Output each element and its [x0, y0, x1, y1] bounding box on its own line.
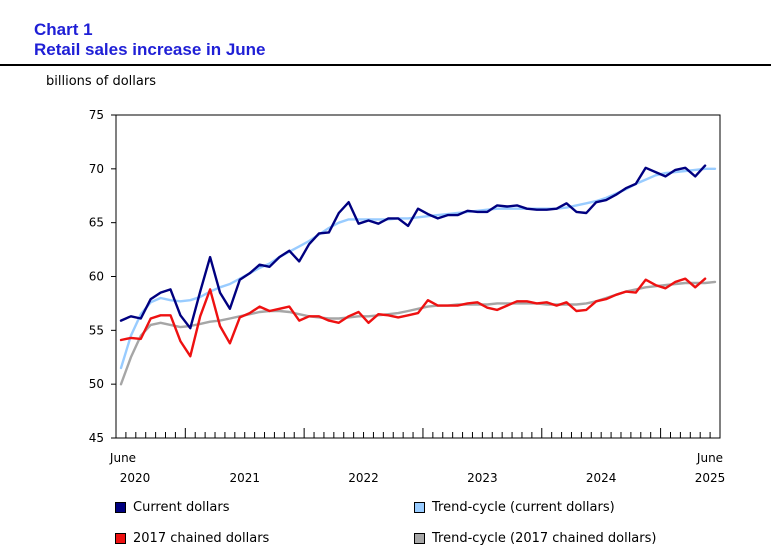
chart-subtitle: Retail sales increase in June: [34, 40, 266, 59]
y-tick-label-45: 45: [89, 431, 104, 445]
y-tick-label-75: 75: [89, 108, 104, 122]
series-line-current-dollars: [119, 164, 707, 330]
y-tick-label-70: 70: [89, 162, 104, 176]
legend-item-chained-dollars: 2017 chained dollars: [115, 531, 269, 546]
series-line-2017-chained-dollars: [119, 277, 707, 358]
legend-label-current-dollars: Current dollars: [133, 500, 230, 515]
series-line-trend-cycle-2017-chained-dollars: [119, 280, 717, 386]
legend-item-trend-chained: Trend-cycle (2017 chained dollars): [414, 531, 656, 546]
legend-item-current-dollars: Current dollars: [115, 500, 229, 515]
legend-swatch-current-dollars: [115, 502, 126, 513]
x-label-year-2023: 2023: [467, 471, 498, 485]
x-label-start-month: June: [109, 451, 136, 465]
x-label-year-2021: 2021: [229, 471, 260, 485]
legend-label-trend-current: Trend-cycle (current dollars): [432, 500, 615, 515]
legend-item-trend-current: Trend-cycle (current dollars): [414, 500, 615, 515]
legend-swatch-trend-chained: [414, 533, 425, 544]
series-line-trend-cycle-current-dollars: [119, 167, 717, 370]
legend-swatch-chained-dollars: [115, 533, 126, 544]
legend-label-trend-chained: Trend-cycle (2017 chained dollars): [432, 531, 657, 546]
plot-frame: [115, 114, 721, 439]
x-label-start-year: 2020: [120, 471, 151, 485]
y-tick-label-55: 55: [89, 323, 104, 337]
title-divider: [0, 64, 771, 66]
y-axis-unit-label: billions of dollars: [46, 74, 156, 89]
x-label-year-2024: 2024: [586, 471, 617, 485]
y-tick-label-50: 50: [89, 377, 104, 391]
x-label-year-2022: 2022: [348, 471, 379, 485]
legend-label-chained-dollars: 2017 chained dollars: [133, 531, 270, 546]
x-label-end-month: June: [696, 451, 723, 465]
y-tick-label-65: 65: [89, 216, 104, 230]
chart-title: Chart 1: [34, 20, 93, 39]
legend-swatch-trend-current: [414, 502, 425, 513]
x-label-end-year: 2025: [695, 471, 726, 485]
y-tick-label-60: 60: [89, 270, 104, 284]
